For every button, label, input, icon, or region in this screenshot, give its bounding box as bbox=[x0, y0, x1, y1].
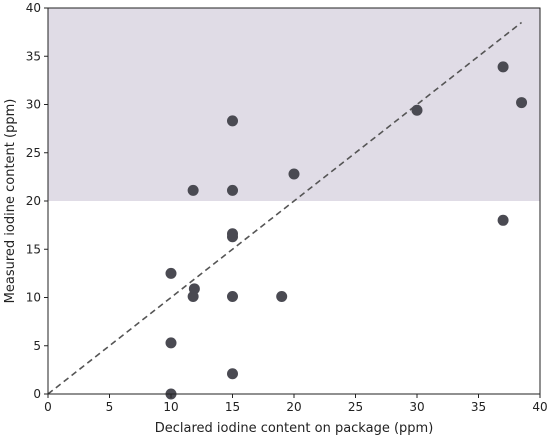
x-tick-label: 25 bbox=[348, 400, 363, 414]
y-tick-label: 0 bbox=[33, 387, 41, 401]
data-point bbox=[227, 228, 238, 240]
data-point bbox=[276, 291, 288, 303]
x-tick-label: 30 bbox=[409, 400, 424, 414]
data-point bbox=[516, 97, 528, 109]
y-tick-label: 15 bbox=[26, 242, 41, 256]
data-point bbox=[411, 104, 423, 116]
data-point bbox=[227, 291, 238, 303]
reference-line-layer bbox=[47, 21, 523, 395]
y-axis-ticks: 0 5 10 15 20 25 30 35 40 bbox=[26, 1, 48, 401]
reference-line bbox=[47, 21, 523, 395]
data-point bbox=[288, 168, 300, 180]
data-point bbox=[188, 283, 200, 295]
data-point bbox=[497, 61, 509, 73]
y-tick-label: 30 bbox=[26, 98, 41, 112]
y-tick-label: 5 bbox=[33, 339, 41, 353]
y-tick-label: 35 bbox=[26, 49, 41, 63]
y-tick-label: 20 bbox=[26, 194, 41, 208]
x-tick-label: 0 bbox=[44, 400, 52, 414]
data-point bbox=[227, 184, 238, 196]
x-tick-label: 10 bbox=[163, 400, 178, 414]
data-points bbox=[165, 61, 528, 400]
y-tick-label: 25 bbox=[26, 146, 41, 160]
data-point bbox=[227, 115, 238, 127]
x-axis-label: Declared iodine content on package (ppm) bbox=[155, 421, 434, 436]
data-point bbox=[497, 214, 509, 226]
data-point bbox=[187, 184, 199, 196]
x-tick-label: 40 bbox=[532, 400, 547, 414]
y-tick-label: 10 bbox=[26, 291, 41, 305]
x-tick-label: 5 bbox=[106, 400, 114, 414]
x-tick-label: 15 bbox=[225, 400, 240, 414]
data-point bbox=[165, 337, 177, 349]
y-tick-label: 40 bbox=[26, 1, 41, 15]
data-point bbox=[165, 267, 177, 279]
x-tick-label: 20 bbox=[286, 400, 301, 414]
x-tick-label: 35 bbox=[471, 400, 486, 414]
data-point bbox=[227, 368, 238, 380]
y-axis-label: Measured iodine content (ppm) bbox=[3, 99, 18, 304]
x-axis-ticks: 0 5 10 15 20 25 30 35 40 bbox=[44, 394, 548, 414]
